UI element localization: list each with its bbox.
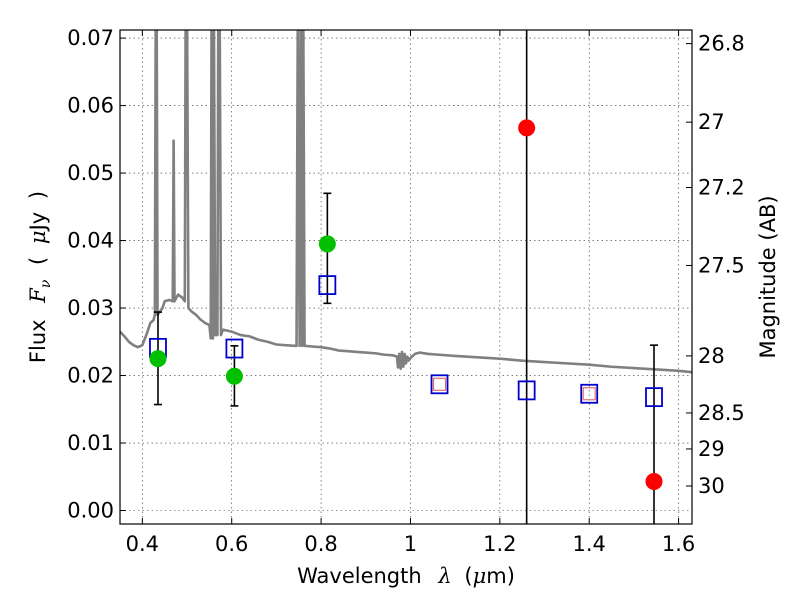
model-square-marker <box>580 383 599 404</box>
y-axis-title: Flux Fν ( μJy ) <box>26 191 55 363</box>
data-point-marker <box>149 350 167 368</box>
x-tick-label: 0.8 <box>304 532 337 556</box>
x-axis-unit-rest: m) <box>486 564 515 588</box>
y2-tick-label: 30 <box>698 474 725 498</box>
y-axis-symbol-sub: ν <box>38 279 54 288</box>
y-tick-label: 0.00 <box>67 499 114 523</box>
y2-tick-label: 28.5 <box>698 401 745 425</box>
y-tick-label: 0.05 <box>67 161 114 185</box>
y-tick-label: 0.04 <box>67 229 114 253</box>
plot-background <box>120 30 692 524</box>
y-axis-unit-rest: Jy <box>26 212 50 233</box>
x-axis-title-text: Wavelength <box>297 564 422 588</box>
x-tick-label: 1.2 <box>483 532 516 556</box>
x-axis-unit-open: ( <box>464 564 472 588</box>
data-point-marker <box>645 472 663 490</box>
y2-tick-label: 27.5 <box>698 253 745 277</box>
model-square-marker <box>645 387 663 408</box>
x-axis-title: Wavelength λ (μm) <box>297 564 515 588</box>
model-square-marker <box>430 374 449 395</box>
data-point-marker <box>318 235 336 253</box>
data-point-marker <box>518 119 536 137</box>
data-markers <box>149 119 663 490</box>
y2-tick-label: 26.8 <box>698 32 745 56</box>
y-axis-symbol: F <box>26 287 50 304</box>
data-point-marker <box>225 367 243 385</box>
y2-tick-label: 29 <box>698 437 725 461</box>
y2-tick-label: 27 <box>698 110 725 134</box>
y2-tick-label: 27.2 <box>698 175 745 199</box>
y-axis-unit-close: ) <box>26 191 50 199</box>
y-tick-label: 0.02 <box>67 364 114 388</box>
y-tick-label: 0.06 <box>67 94 114 118</box>
y-tick-label: 0.01 <box>67 431 114 455</box>
x-tick-label: 1.6 <box>662 532 695 556</box>
x-tick-label: 1 <box>404 532 417 556</box>
spectrum-line <box>120 30 692 374</box>
y-axis-title-text: Flux <box>26 319 50 363</box>
y-tick-label: 0.07 <box>67 26 114 50</box>
y-axis-unit-mu: μ <box>26 230 50 244</box>
x-tick-label: 0.6 <box>215 532 248 556</box>
y-axis-unit-open: ( <box>26 257 50 265</box>
observed-square-marker <box>582 387 596 401</box>
plot-frame <box>119 29 693 525</box>
y-tick-label: 0.03 <box>67 296 114 320</box>
model-square-marker <box>225 338 244 359</box>
model-square-marker <box>517 380 536 401</box>
axis-ticks: 0.4 0.6 0.8 1 1.2 1.4 1.6 0.00 0.01 0.02 0.03 0.04 0… <box>67 26 745 556</box>
x-tick-label: 0.4 <box>126 532 159 556</box>
y2-tick-label: 28 <box>698 344 725 368</box>
x-axis-unit-mu: μ <box>473 564 487 588</box>
observed-square-marker <box>432 377 447 391</box>
spectrum-series <box>120 30 692 374</box>
x-axis-symbol: λ <box>437 564 451 588</box>
x-tick-label: 1.4 <box>573 532 606 556</box>
y2-axis-title: Magnitude (AB) <box>756 195 780 358</box>
model-square-marker <box>318 275 337 295</box>
